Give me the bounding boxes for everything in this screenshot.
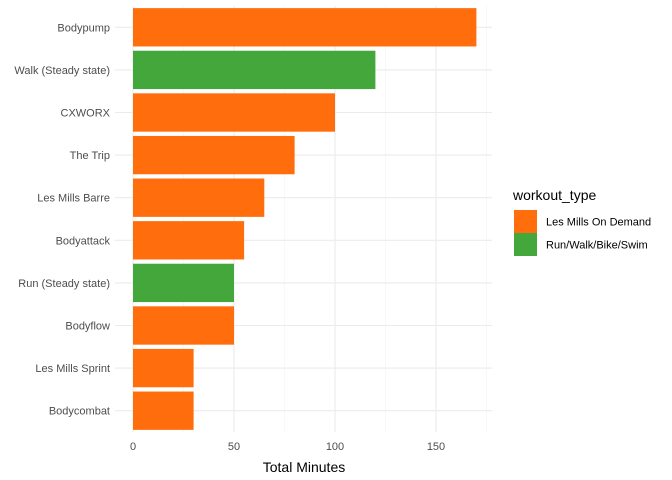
x-tick-label: 50 [228, 441, 240, 453]
legend: workout_type Les Mills On Demand Run/Walk… [512, 187, 651, 256]
bars [133, 8, 477, 430]
bar-run-steady-state [133, 263, 234, 303]
legend-swatch [514, 233, 537, 256]
bar-bodyattack [133, 221, 245, 260]
bar-cxworx [133, 93, 335, 132]
legend-swatch [514, 210, 537, 233]
legend-label: Les Mills On Demand [546, 217, 651, 229]
category-labels: Bodypump Walk (Steady state) CXWORX The Tri… [14, 22, 110, 417]
x-tick-label: 100 [326, 441, 344, 453]
category-label: Run (Steady state) [18, 278, 110, 290]
x-axis-title: Total Minutes [263, 459, 345, 475]
bar-les-mills-barre [133, 178, 265, 217]
bar-les-mills-sprint [133, 348, 194, 388]
category-label: CXWORX [61, 108, 111, 120]
x-tick-label: 150 [427, 441, 445, 453]
bar-bodypump [133, 8, 477, 47]
category-label: The Trip [70, 150, 110, 162]
legend-label: Run/Walk/Bike/Swim [546, 240, 648, 252]
category-label: Bodycombat [49, 406, 110, 418]
category-label: Walk (Steady state) [14, 65, 110, 77]
x-tick-label: 0 [130, 441, 136, 453]
legend-title: workout_type [512, 187, 596, 203]
category-label: Bodypump [57, 22, 110, 34]
bar-bodycombat [133, 391, 194, 430]
category-label: Les Mills Sprint [35, 363, 110, 375]
category-label: Bodyflow [65, 321, 110, 333]
x-tick-labels: 0 50 100 150 [130, 441, 445, 453]
category-label: Bodyattack [56, 235, 111, 247]
bar-the-trip [133, 135, 295, 175]
bar-bodyflow [133, 306, 234, 345]
category-label: Les Mills Barre [37, 193, 110, 205]
bar-walk-steady-state [133, 50, 376, 90]
